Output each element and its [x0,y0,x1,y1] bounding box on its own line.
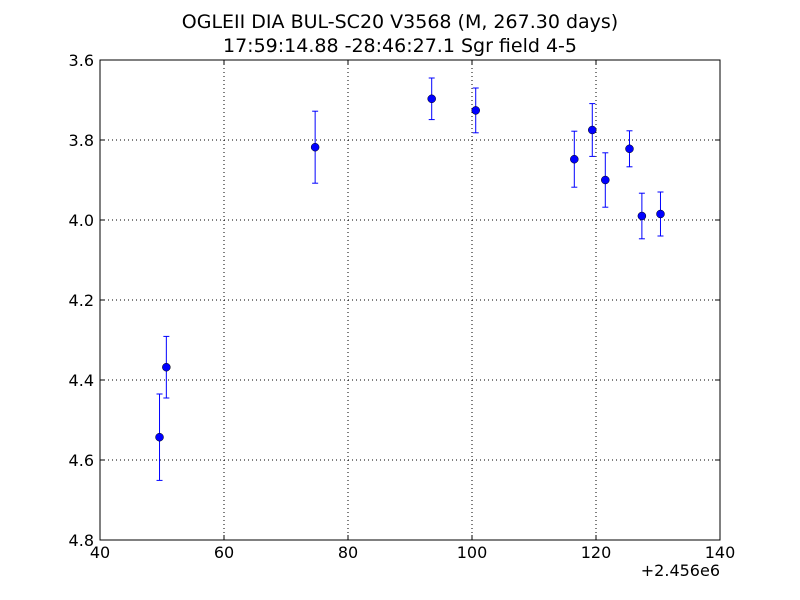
data-point [588,125,597,135]
y-tick-label: 4.8 [69,531,94,550]
y-tick-label: 4.6 [69,451,94,470]
data-point [570,154,579,164]
x-tick-label: 40 [90,543,110,562]
y-tick-label: 4.0 [69,211,94,230]
data-point [656,209,665,219]
data-point [310,142,320,152]
x-tick-label: 100 [457,543,488,562]
y-tick-label: 3.6 [69,51,94,70]
x-offset-label: +2.456e6 [641,561,720,580]
data-point [162,362,171,372]
chart-subtitle: 17:59:14.88 -28:46:27.1 Sgr field 4-5 [223,35,577,57]
y-tick-label: 3.8 [69,131,94,150]
data-point [471,106,480,115]
data-point [155,432,164,442]
data-point [637,211,647,221]
chart-title: OGLEII DIA BUL-SC20 V3568 (M, 267.30 day… [181,11,619,33]
data-point [601,175,610,185]
data-point [625,144,634,154]
data-point [427,94,436,104]
y-tick-label: 4.2 [69,291,94,310]
y-tick-label: 4.4 [69,371,94,390]
x-tick-label: 140 [705,543,736,562]
x-tick-label: 120 [581,543,612,562]
x-tick-label: 60 [214,543,234,562]
x-tick-label: 80 [338,543,358,562]
